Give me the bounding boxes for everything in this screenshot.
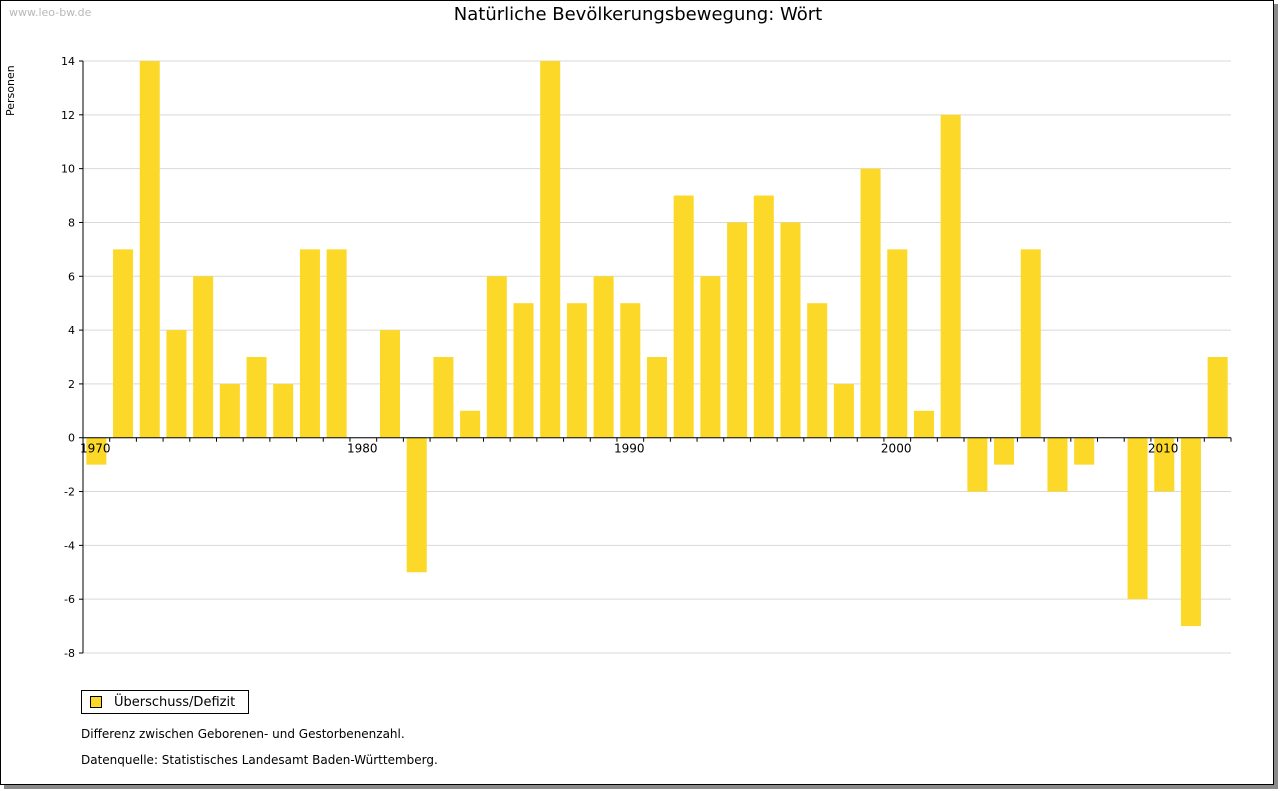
bar-1976 — [246, 357, 267, 438]
x-tick-label: 1970 — [80, 442, 111, 456]
bar-1998 — [833, 383, 854, 438]
bar-1997 — [807, 303, 828, 438]
bar-2003 — [967, 437, 988, 492]
legend-label: Überschuss/Defizit — [114, 694, 236, 710]
bar-2007 — [1074, 437, 1095, 465]
y-tick-label: -8 — [64, 647, 75, 660]
bar-2010 — [1154, 437, 1175, 492]
y-tick-label: 8 — [68, 216, 75, 229]
bar-1985 — [486, 276, 507, 438]
bar-1992 — [673, 195, 694, 438]
x-tick-label: 1980 — [347, 442, 378, 456]
bar-1986 — [513, 303, 534, 438]
y-tick-label: 0 — [68, 432, 75, 445]
bar-2005 — [1020, 249, 1041, 438]
bar-2001 — [913, 410, 934, 438]
bar-1995 — [753, 195, 774, 438]
y-tick-label: 14 — [61, 55, 75, 68]
bar-1978 — [299, 249, 320, 438]
x-tick-label: 1990 — [614, 442, 645, 456]
bar-1981 — [380, 330, 401, 438]
bar-1989 — [593, 276, 614, 438]
bar-2004 — [994, 437, 1015, 465]
y-tick-label: 10 — [61, 163, 75, 176]
bar-1996 — [780, 222, 801, 438]
bar-1971 — [113, 249, 134, 438]
bar-1982 — [406, 437, 427, 573]
bar-2011 — [1180, 437, 1201, 627]
note-source: Datenquelle: Statistisches Landesamt Bad… — [81, 753, 438, 767]
bar-1979 — [326, 249, 347, 438]
y-tick-label: 4 — [68, 324, 75, 337]
bar-1975 — [219, 383, 240, 438]
y-tick-label: 6 — [68, 270, 75, 283]
y-tick-label: 2 — [68, 378, 75, 391]
note-difference: Differenz zwischen Geborenen- und Gestor… — [81, 727, 405, 741]
bar-2009 — [1127, 437, 1148, 600]
bar-1990 — [620, 303, 641, 438]
x-tick-label: 2000 — [881, 442, 912, 456]
bar-1999 — [860, 168, 881, 438]
x-tick-label: 2010 — [1148, 442, 1179, 456]
bar-1970 — [86, 437, 107, 465]
legend-swatch — [90, 696, 102, 708]
bar-1974 — [193, 276, 214, 438]
y-tick-label: -4 — [64, 539, 75, 552]
y-tick-label: -6 — [64, 593, 75, 606]
bar-1983 — [433, 357, 454, 438]
bar-2012 — [1207, 357, 1228, 438]
bar-1972 — [139, 61, 160, 438]
bar-2006 — [1047, 437, 1068, 492]
bar-2002 — [940, 114, 961, 438]
bar-1984 — [460, 410, 481, 438]
bar-1991 — [646, 357, 668, 438]
bar-1977 — [273, 383, 294, 438]
y-tick-label: 12 — [61, 109, 75, 122]
bar-2000 — [887, 249, 908, 438]
bar-1973 — [166, 330, 187, 438]
bar-1988 — [566, 303, 587, 438]
bar-1993 — [700, 276, 721, 438]
chart-title: Natürliche Bevölkerungsbewegung: Wört — [453, 4, 823, 25]
bar-1987 — [540, 61, 561, 438]
watermark: www.leo-bw.de — [9, 6, 92, 19]
y-tick-label: -2 — [64, 486, 75, 499]
legend: Überschuss/Defizit — [81, 690, 249, 714]
bar-1994 — [727, 222, 748, 438]
